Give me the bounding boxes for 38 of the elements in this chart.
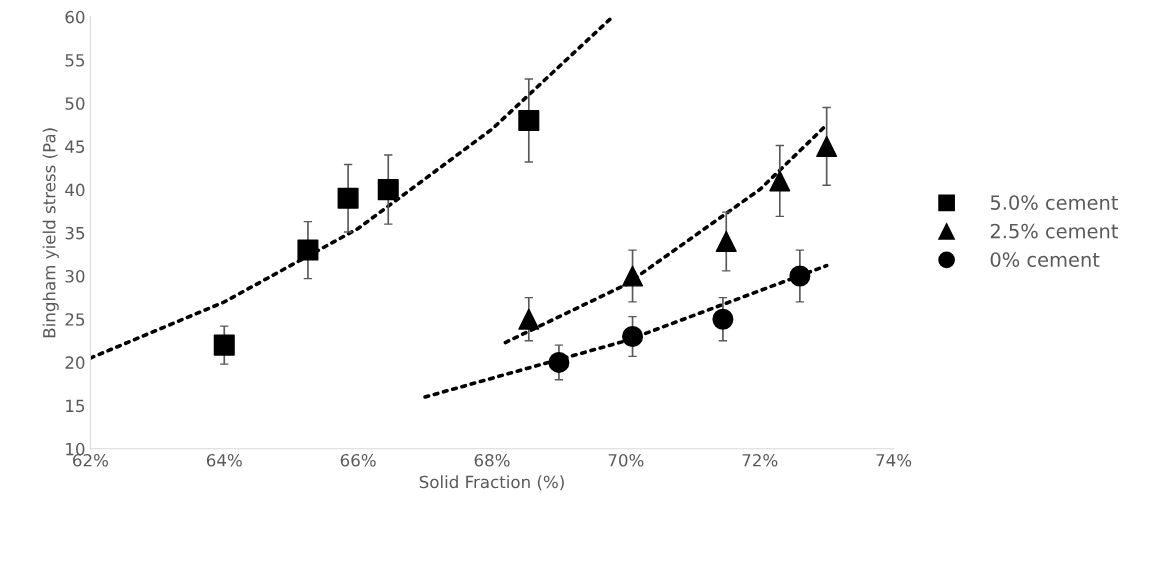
point: [769, 170, 791, 192]
y-tick-label: 45: [65, 140, 85, 153]
legend-label: 5.0% cement: [990, 195, 1118, 210]
y-axis-title: Bingham yield stress (Pa): [42, 128, 59, 338]
y-tick-label: 60: [65, 10, 85, 24]
x-axis-title: Solid Fraction (%): [419, 475, 564, 491]
y-tick-label: 30: [65, 269, 85, 283]
y-tick-label: 15: [66, 399, 85, 413]
y-tick-label: 35: [65, 226, 85, 240]
legend-label: 2.5% cement: [990, 223, 1118, 239]
point: [622, 325, 644, 348]
y-tick-label: 20: [65, 356, 85, 369]
point: [816, 135, 838, 157]
point: [518, 308, 540, 330]
y-tick-label: 10: [66, 442, 85, 456]
y-tick-label: 50: [65, 97, 85, 110]
point: [548, 351, 570, 373]
x-tick-label: 68%: [474, 453, 510, 467]
x-tick-label: 74%: [876, 453, 912, 467]
point: [715, 230, 737, 252]
point: [297, 239, 319, 261]
point: [622, 265, 644, 287]
y-tick-label: 55: [65, 54, 85, 67]
x-tick-label: 64%: [206, 453, 242, 467]
x-tick-label: 70%: [608, 453, 644, 467]
point: [213, 334, 235, 356]
point: [789, 265, 811, 287]
point: [712, 308, 734, 330]
legend-label: 0% cement: [990, 252, 1100, 267]
line-series: [90, 16, 615, 360]
point: [518, 109, 540, 132]
point: [377, 179, 399, 201]
point: [337, 187, 359, 209]
x-tick-label: 72%: [742, 453, 778, 467]
x-tick-label: 66%: [340, 453, 376, 467]
y-tick-label: 25: [65, 313, 85, 326]
x-tick-label: 62%: [73, 453, 108, 467]
y-tick-label: 40: [65, 183, 85, 197]
